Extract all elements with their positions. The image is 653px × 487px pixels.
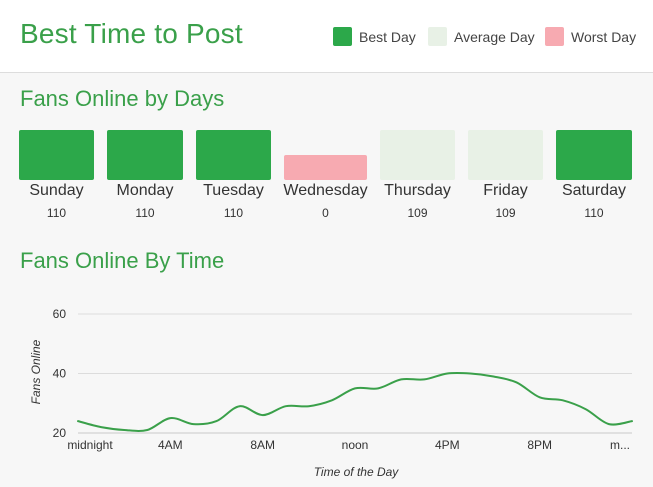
day-bar: [556, 130, 632, 180]
legend-worst-day: Worst Day: [545, 26, 636, 47]
day-name: Monday: [116, 182, 174, 199]
day-name: Sunday: [29, 182, 84, 199]
day-bar: [107, 130, 183, 180]
day-name: Wednesday: [283, 182, 368, 199]
day-name: Friday: [483, 182, 528, 199]
day-name: Tuesday: [203, 182, 264, 199]
day-value: 110: [584, 206, 604, 220]
day-value: 109: [407, 206, 428, 220]
time-section-title: Fans Online By Time: [20, 248, 225, 273]
day-name: Saturday: [561, 182, 627, 199]
legend-label-best: Best Day: [359, 28, 416, 45]
page-title: Best Time to Post: [20, 18, 243, 49]
legend-average-day: Average Day: [428, 26, 535, 47]
day-value: 110: [46, 206, 67, 220]
legend-label-average: Average Day: [454, 28, 535, 45]
day-bar: [19, 130, 94, 180]
day-bar: [380, 130, 455, 180]
legend-best-day: Best Day: [333, 26, 416, 47]
day-value: 109: [495, 206, 516, 220]
day-value: 0: [322, 206, 329, 220]
day-value: 110: [223, 206, 244, 220]
legend-swatch-worst: [545, 27, 564, 46]
header: Best Time to Post Best Day Average Day W…: [0, 0, 653, 73]
legend-swatch-average: [428, 27, 447, 46]
days-section-title: Fans Online by Days: [20, 86, 225, 111]
legend-swatch-best: [333, 27, 352, 46]
legend-label-worst: Worst Day: [571, 28, 637, 45]
day-value: 110: [135, 206, 155, 220]
day-bar: [468, 130, 543, 180]
day-bar: [196, 130, 271, 180]
day-name: Thursday: [384, 182, 451, 199]
day-bar: [284, 155, 367, 180]
